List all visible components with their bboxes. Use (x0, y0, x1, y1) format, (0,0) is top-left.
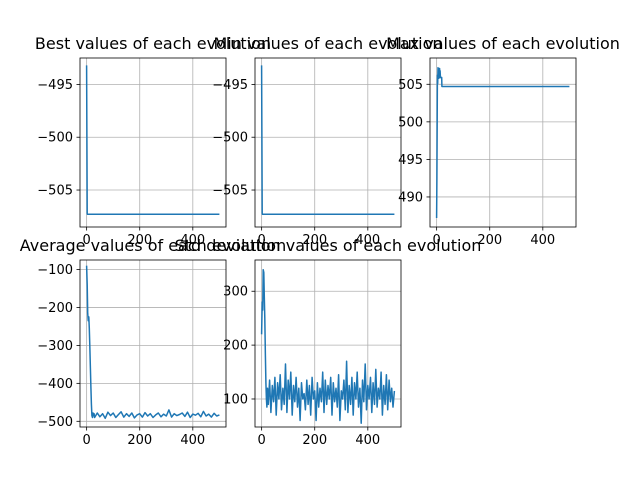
y-tick-label: −400 (37, 377, 73, 392)
x-tick-label: 400 (180, 233, 205, 248)
y-tick-label: 100 (223, 392, 248, 407)
axes-frame (254, 57, 402, 228)
x-tick-label: 200 (127, 433, 152, 448)
x-tick-label: 400 (355, 433, 380, 448)
y-tick-label: −300 (37, 339, 73, 354)
x-tick-label: 0 (432, 233, 440, 248)
x-tick-label: 400 (355, 233, 380, 248)
y-tick-label: 500 (398, 115, 423, 130)
subplots: 0 200 400 −495 −500 −505 Best values of each e… (20, 34, 620, 448)
y-tick-label: 200 (223, 339, 248, 354)
y-tick-label: 495 (398, 153, 423, 168)
axes-frame (254, 259, 402, 428)
subplot-2: 0 200 400 −495 −500 −505 Min values of each ev… (212, 34, 442, 248)
chart-title: Best values of each evolution (35, 34, 271, 53)
y-tick-label: −500 (37, 131, 73, 146)
axes-frame (429, 57, 577, 228)
chart-title: Std deviation values of each evolution (175, 236, 482, 255)
y-tick-label: −495 (212, 78, 248, 93)
chart-title: Max values of each evolution (386, 34, 620, 53)
x-tick-label: 200 (477, 233, 502, 248)
subplot-5: 0 200 400 100 200 300 Std deviation values of … (175, 236, 482, 448)
subplot-1: 0 200 400 −495 −500 −505 Best values of each e… (35, 34, 271, 248)
x-tick-label: 0 (82, 233, 90, 248)
subplot-3: 0 200 400 490 495 500 505 Max values of each ev… (386, 34, 620, 248)
y-tick-label: 300 (223, 285, 248, 300)
y-tick-label: −100 (37, 263, 73, 278)
series-line (85, 65, 220, 216)
series-line (85, 265, 220, 420)
y-tick-label: −200 (37, 301, 73, 316)
y-tick-label: −500 (37, 415, 73, 430)
x-tick-label: 400 (180, 433, 205, 448)
y-tick-label: 490 (398, 190, 423, 205)
axes-frame (79, 57, 227, 228)
x-tick-label: 0 (82, 433, 90, 448)
y-tick-label: 505 (398, 78, 423, 93)
x-tick-label: 0 (257, 233, 265, 248)
y-tick-label: −495 (37, 78, 73, 93)
series-line (260, 65, 395, 216)
x-tick-label: 0 (257, 433, 265, 448)
series-line (435, 67, 570, 219)
chart-title: Min values of each evolution (213, 34, 442, 53)
subplot-4: 0 200 400 −100 −200 −300 −400 −500 Average value… (20, 236, 286, 448)
y-tick-label: −505 (37, 184, 73, 199)
x-tick-label: 400 (530, 233, 555, 248)
y-tick-label: −500 (212, 131, 248, 146)
x-tick-label: 200 (302, 233, 327, 248)
x-tick-label: 200 (127, 233, 152, 248)
x-tick-label: 200 (302, 433, 327, 448)
axes-frame (79, 259, 227, 428)
series-line (260, 268, 396, 424)
y-tick-label: −505 (212, 184, 248, 199)
chart-title: Average values of each evolution (20, 236, 286, 255)
